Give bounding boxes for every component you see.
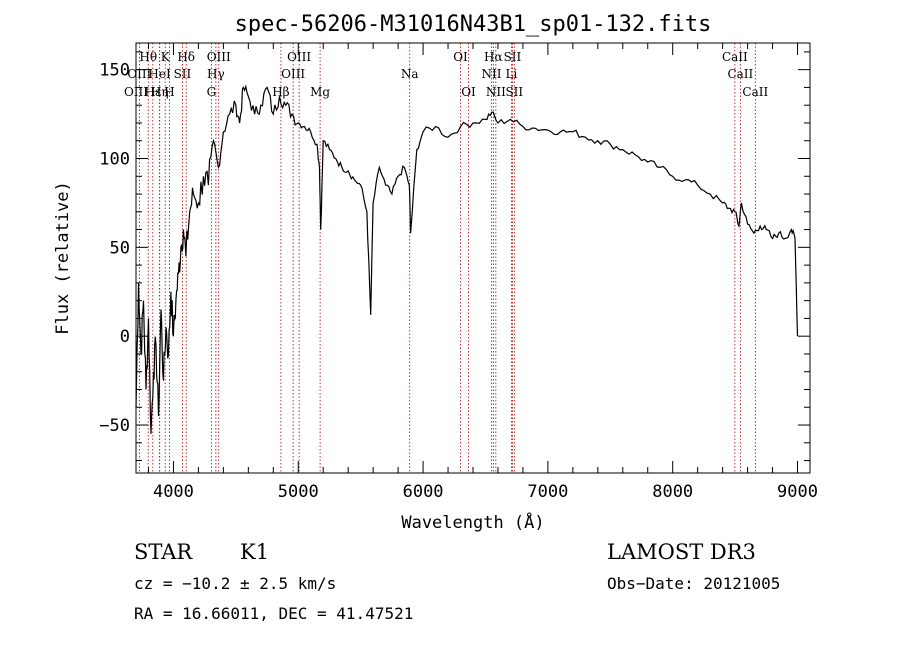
y-tick-label: 50 — [110, 238, 130, 258]
line-label-hγ: Hγ — [207, 67, 225, 81]
plot-frame — [135, 42, 811, 474]
x-tick-label: 6000 — [403, 482, 444, 502]
x-tick-label: 5000 — [278, 482, 319, 502]
line-label-oi: OI — [453, 50, 468, 64]
line-label-caii: CaII — [722, 50, 748, 64]
x-axis-label: Wavelength (Å) — [401, 511, 544, 533]
observation-date: Obs−Date: 20121005 — [607, 574, 781, 593]
line-label-hθ: Hθ — [139, 50, 157, 64]
line-label-hα: Hα — [484, 50, 503, 64]
x-tick-label: 8000 — [652, 482, 693, 502]
line-label-hη: Hη — [151, 85, 169, 99]
redshift-cz: cz = −10.2 ± 2.5 km/s — [134, 574, 337, 593]
line-label-hδ: Hδ — [177, 50, 195, 64]
x-tick-label: 9000 — [777, 482, 818, 502]
line-label-oiii: OIII — [281, 67, 305, 81]
y-tick-label: −50 — [99, 416, 130, 436]
line-label-mg: Mg — [310, 85, 330, 99]
line-label-hβ: Hβ — [272, 85, 289, 99]
x-tick-label: 7000 — [527, 482, 568, 502]
line-label-caii: CaII — [727, 67, 753, 81]
line-label-oiii: OIII — [287, 50, 311, 64]
line-label-sii: SII — [174, 67, 192, 81]
object-subclass: K1 — [240, 540, 270, 564]
x-axis: 4000 5000 6000 7000 8000 9000 — [147, 43, 818, 502]
coordinates: RA = 16.66011, DEC = 41.47521 — [134, 604, 414, 623]
line-label-oiii: OIII — [207, 50, 231, 64]
line-label-h: H — [164, 85, 174, 99]
survey-name: LAMOST DR3 — [607, 540, 756, 564]
object-class: STAR — [134, 540, 193, 564]
y-axis: −50 0 50 100 150 — [99, 51, 810, 462]
y-tick-label: 150 — [99, 61, 130, 81]
y-tick-label: 100 — [99, 149, 130, 169]
line-label-li: Li — [506, 67, 518, 81]
line-label-hε: Hε — [145, 85, 162, 99]
line-label-nii: NII — [486, 85, 506, 99]
spectrum-line — [135, 84, 799, 434]
spectral-line-markers — [135, 43, 756, 473]
line-label-oiii: OIII — [127, 67, 151, 81]
line-label-k: K — [161, 50, 171, 64]
chart-title: spec-56206-M31016N43B1_sp01-132.fits — [235, 12, 712, 37]
line-label-na: Na — [401, 67, 419, 81]
line-label-hei: HeI — [148, 67, 171, 81]
line-label-nii: NII — [481, 67, 501, 81]
y-tick-label: 0 — [120, 327, 130, 347]
x-tick-label: 4000 — [153, 482, 194, 502]
line-label-sii: SII — [505, 85, 523, 99]
y-axis-label: Flux (relative) — [53, 181, 73, 335]
line-label-sii: SII — [504, 50, 522, 64]
line-label-oi: OI — [461, 85, 476, 99]
line-label-caii: CaII — [742, 85, 768, 99]
line-label-g: G — [207, 85, 217, 99]
